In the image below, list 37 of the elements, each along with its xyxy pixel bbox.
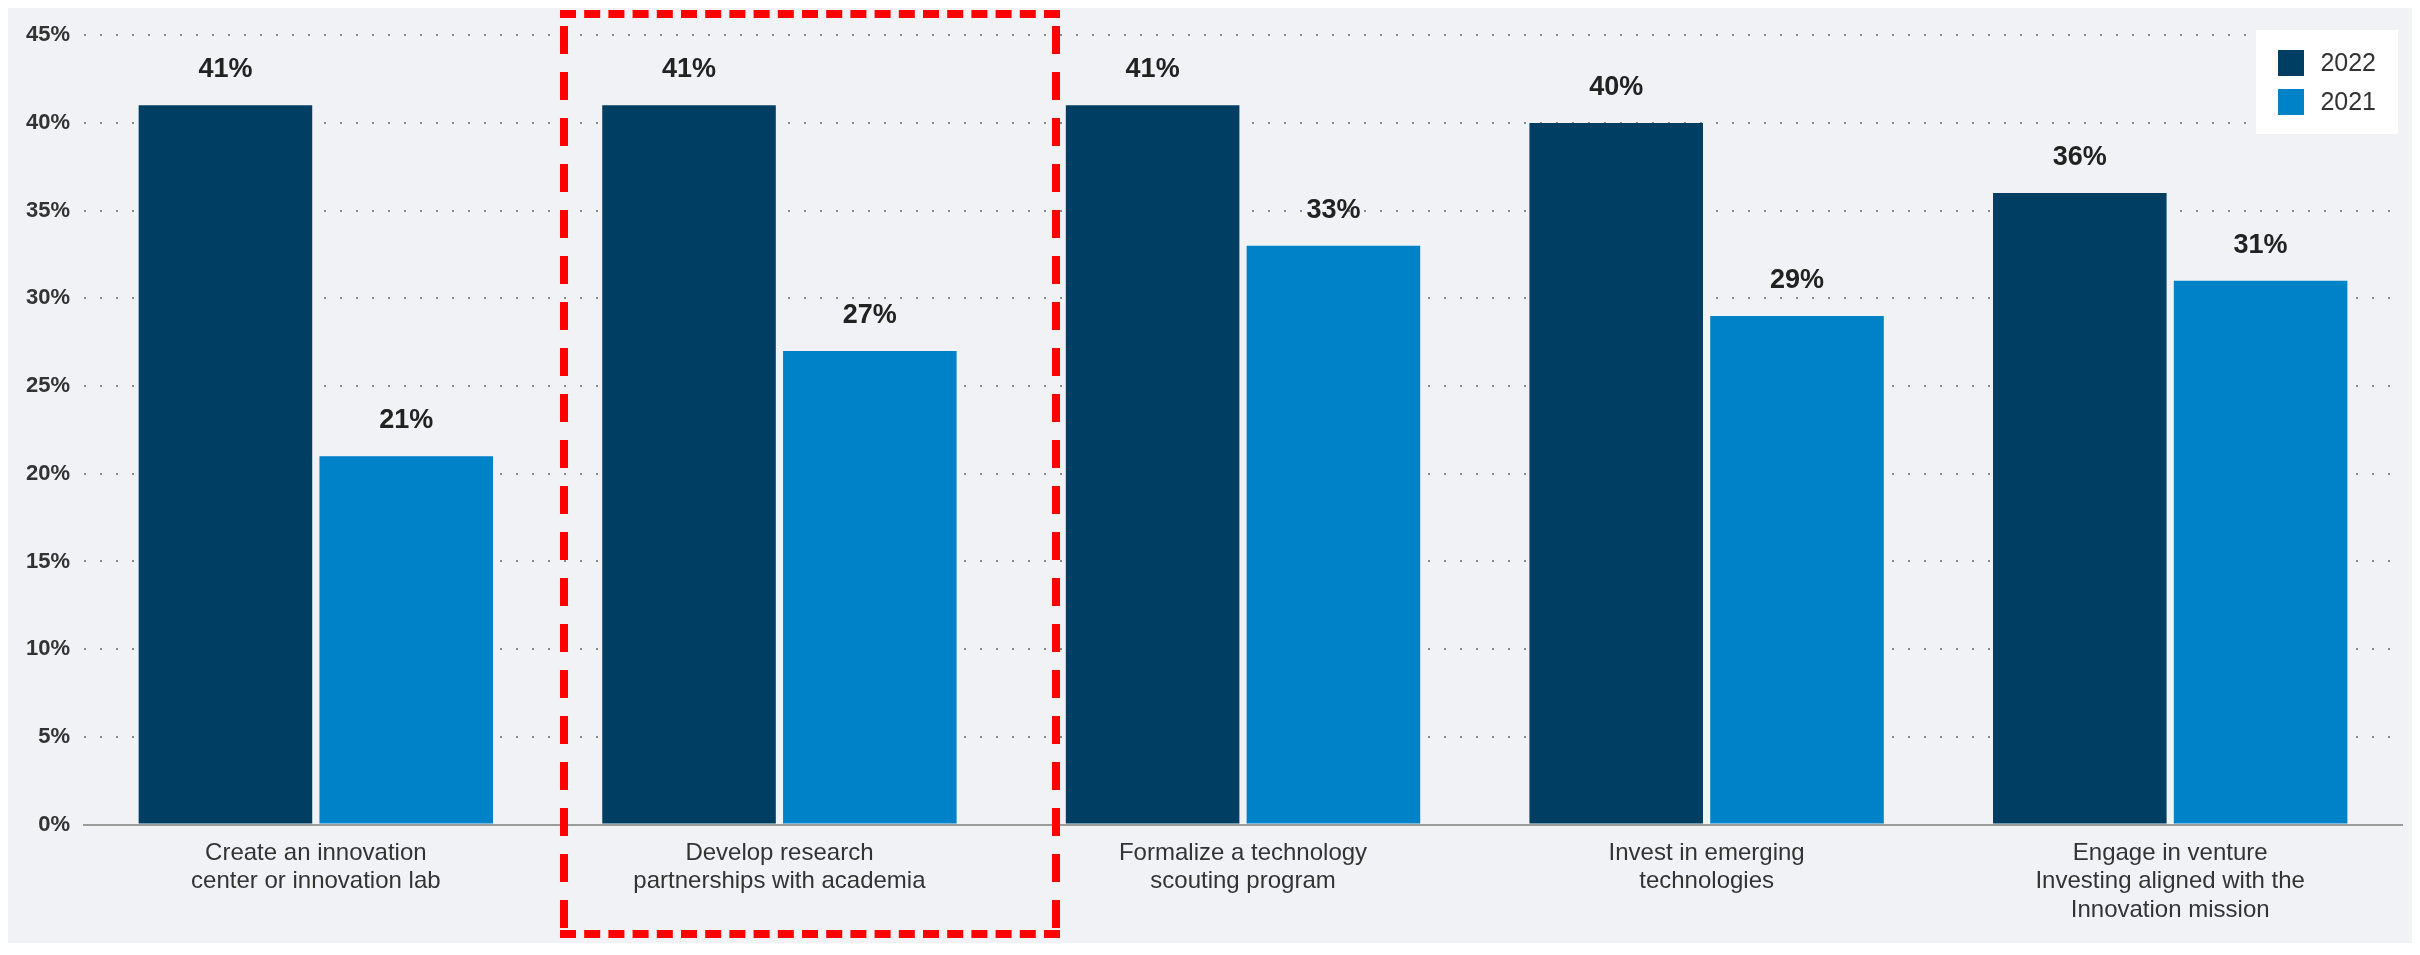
y-tick-label: 30% <box>25 284 71 310</box>
y-tick-label: 0% <box>38 810 71 836</box>
data-label: 21% <box>379 404 434 435</box>
data-label: 31% <box>2233 228 2288 259</box>
x-tick-label: Invest in emerging technologies <box>1608 837 1805 894</box>
bar <box>1710 315 1884 824</box>
data-label: 41% <box>1125 53 1180 84</box>
data-label: 33% <box>1306 193 1361 224</box>
data-label: 29% <box>1769 263 1825 294</box>
bar <box>2173 280 2348 824</box>
bar <box>1529 122 1703 824</box>
y-tick-label: 10% <box>25 635 71 661</box>
y-tick-label: 35% <box>25 196 71 222</box>
x-tick-label: Engage in venture Investing aligned with the Innovation mission <box>2035 837 2305 923</box>
bar <box>1246 245 1421 824</box>
y-tick-label: 5% <box>38 722 71 748</box>
y-tick-label: 15% <box>25 547 71 573</box>
legend-label: 2021 <box>2320 87 2376 116</box>
bar <box>1065 105 1240 824</box>
bar <box>1993 193 2167 824</box>
legend-label: 2022 <box>2320 48 2376 77</box>
data-label: 27% <box>842 298 897 329</box>
y-tick-label: 40% <box>25 108 71 134</box>
bar <box>138 105 313 824</box>
data-label: 36% <box>2052 141 2107 172</box>
data-label: 41% <box>198 53 253 84</box>
y-tick-label: 45% <box>25 21 71 47</box>
x-tick-label: Formalize a technology scouting program <box>1118 837 1368 894</box>
bar <box>319 456 494 824</box>
y-tick-label: 20% <box>25 459 71 485</box>
x-tick-label: Develop research partnerships with academia <box>633 837 927 894</box>
bar <box>602 105 776 824</box>
y-tick-label: 25% <box>25 372 71 398</box>
data-label: 41% <box>662 53 717 84</box>
bar <box>783 350 957 824</box>
x-tick-label: Create an innovation center or innovation lab <box>191 837 441 894</box>
data-label: 40% <box>1589 70 1644 101</box>
